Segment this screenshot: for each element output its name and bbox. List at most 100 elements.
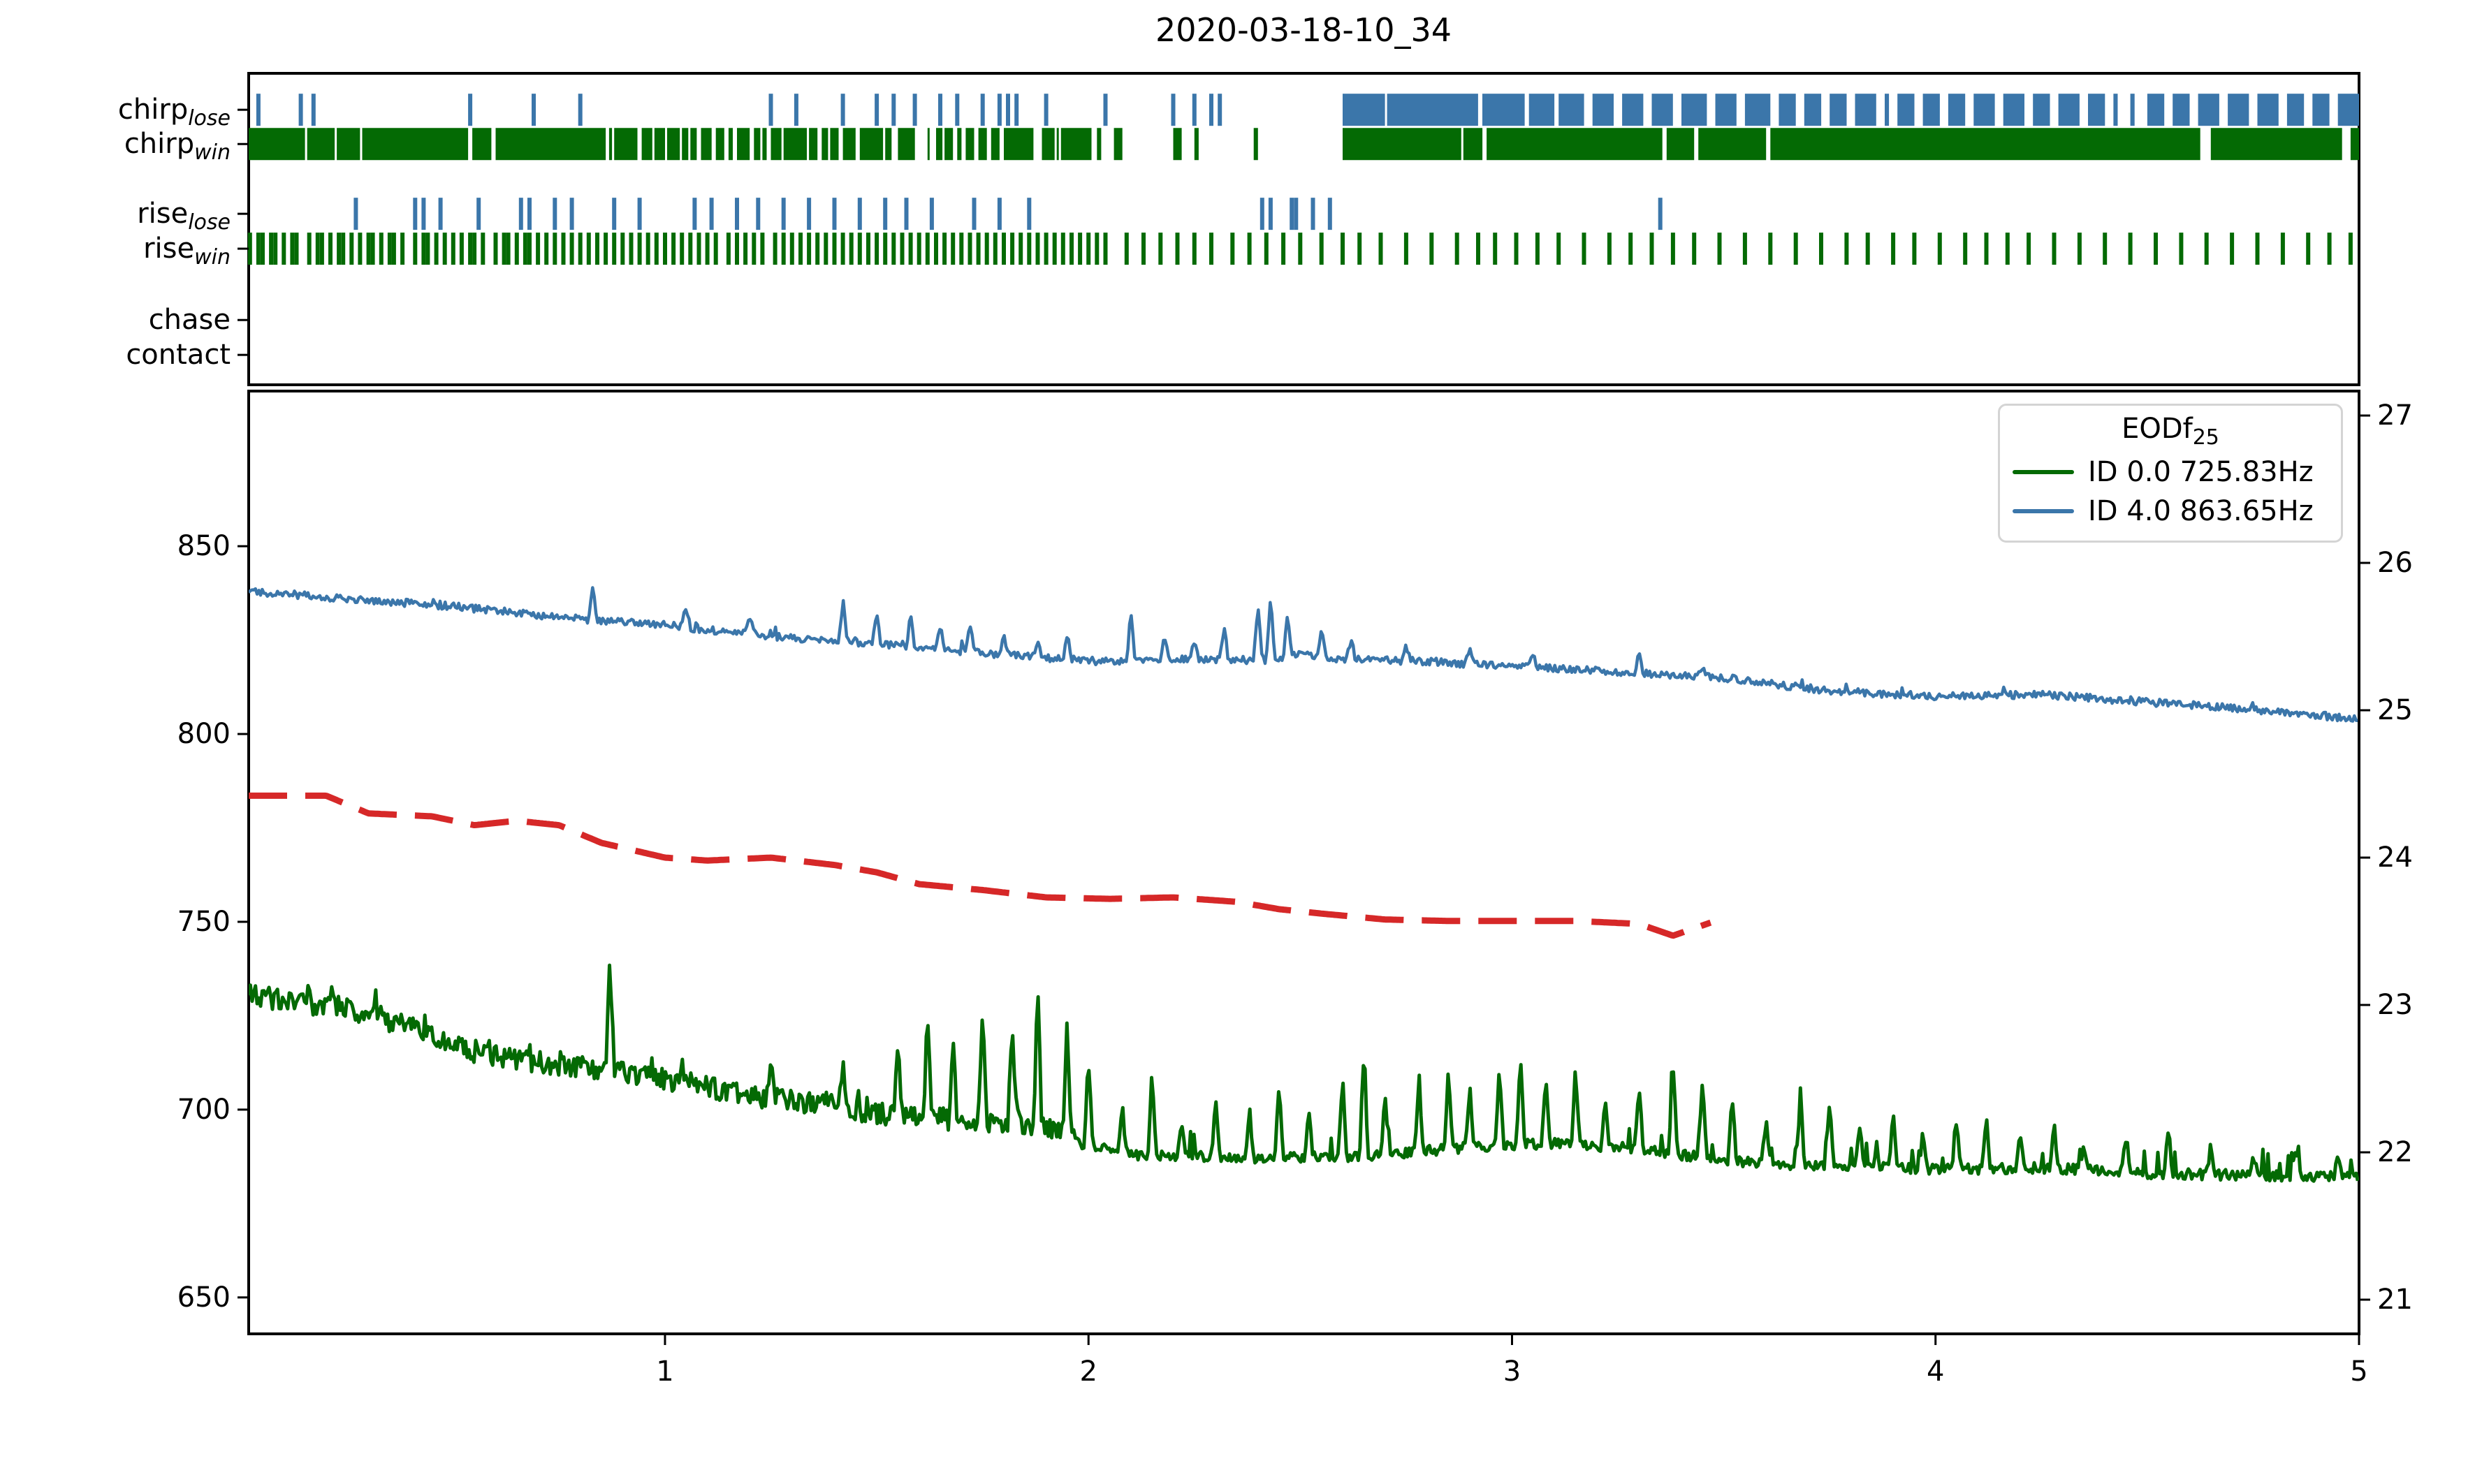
event-tick <box>319 233 324 265</box>
event-tick <box>1454 233 1459 265</box>
event-tick <box>934 233 938 265</box>
event-tick <box>527 198 532 230</box>
event-block <box>1770 128 2200 161</box>
event-block <box>2198 94 2219 126</box>
event-tick <box>1027 233 1032 265</box>
event-block <box>1463 128 1483 161</box>
event-tick <box>2230 233 2235 265</box>
event-tick <box>908 233 913 265</box>
event-tick <box>680 233 685 265</box>
event-block <box>1666 128 1695 161</box>
event-block <box>2350 128 2359 161</box>
event-tick <box>269 233 274 265</box>
event-block <box>654 128 665 161</box>
event-block <box>1487 128 1663 161</box>
event-tick <box>451 233 455 265</box>
event-tick <box>925 233 930 265</box>
event-tick <box>1086 233 1091 265</box>
event-tick <box>1327 198 1332 230</box>
event-block <box>715 128 724 161</box>
event-tick <box>1218 94 1222 126</box>
event-block <box>1387 94 1478 126</box>
event-tick <box>1514 233 1519 265</box>
event-tick <box>798 233 803 265</box>
event-tick <box>1268 198 1273 230</box>
event-tick <box>929 198 934 230</box>
event-tick <box>904 198 909 230</box>
behavior-row-rise-win <box>247 233 2353 265</box>
event-tick <box>2327 233 2332 265</box>
event-tick <box>544 233 549 265</box>
event-block <box>1056 128 1059 161</box>
event-block <box>2058 94 2080 126</box>
event-tick <box>1582 233 1586 265</box>
event-block <box>1804 94 1822 126</box>
event-tick <box>1717 233 1722 265</box>
event-tick <box>387 233 392 265</box>
event-block <box>1715 94 1737 126</box>
event-tick <box>760 233 765 265</box>
event-tick <box>2280 233 2285 265</box>
event-tick <box>832 198 837 230</box>
event-tick <box>942 233 947 265</box>
event-tick <box>976 233 981 265</box>
event-tick <box>341 233 346 265</box>
event-tick <box>569 233 574 265</box>
event-tick <box>506 233 511 265</box>
event-tick <box>951 233 956 265</box>
event-tick <box>752 233 757 265</box>
event-block <box>1897 94 1915 126</box>
event-tick <box>1742 233 1747 265</box>
event-tick <box>696 233 701 265</box>
event-block <box>614 128 638 161</box>
event-tick <box>968 233 972 265</box>
event-tick <box>518 198 523 230</box>
event-tick <box>1984 233 1989 265</box>
event-block <box>1681 94 1707 126</box>
event-tick <box>735 233 739 265</box>
event-tick <box>2204 233 2209 265</box>
event-tick <box>1865 233 1870 265</box>
event-tick <box>620 233 625 265</box>
event-block <box>762 128 767 161</box>
event-tick <box>578 94 583 126</box>
event-tick <box>421 233 426 265</box>
event-tick <box>781 198 786 230</box>
event-block <box>1060 128 1092 161</box>
event-tick <box>337 233 342 265</box>
event-tick <box>311 94 316 126</box>
event-tick <box>671 233 676 265</box>
event-tick <box>2348 233 2353 265</box>
event-block <box>754 128 761 161</box>
event-tick <box>735 198 739 230</box>
event-tick <box>875 233 879 265</box>
event-block <box>2003 94 2024 126</box>
event-block <box>1042 128 1055 161</box>
event-tick <box>794 94 798 126</box>
event-tick <box>459 233 464 265</box>
event-tick <box>917 233 921 265</box>
event-tick <box>883 233 888 265</box>
event-tick <box>773 233 777 265</box>
event-tick <box>1649 233 1654 265</box>
event-tick <box>391 233 396 265</box>
event-tick <box>1891 233 1896 265</box>
event-tick <box>840 233 845 265</box>
event-block <box>307 128 335 161</box>
event-tick <box>709 198 714 230</box>
event-tick <box>502 233 506 265</box>
event-tick <box>984 233 989 265</box>
event-tick <box>1607 233 1612 265</box>
event-tick <box>756 198 761 230</box>
event-tick <box>1175 233 1180 265</box>
event-block <box>885 128 892 161</box>
event-tick <box>1403 233 1408 265</box>
event-tick <box>1264 233 1269 265</box>
behavior-row-chirp-win <box>249 128 2359 161</box>
event-tick <box>328 233 333 265</box>
event-block <box>1779 94 1796 126</box>
event-tick <box>1019 233 1023 265</box>
event-tick <box>514 233 519 265</box>
event-block <box>608 128 613 161</box>
event-tick <box>1378 233 1383 265</box>
